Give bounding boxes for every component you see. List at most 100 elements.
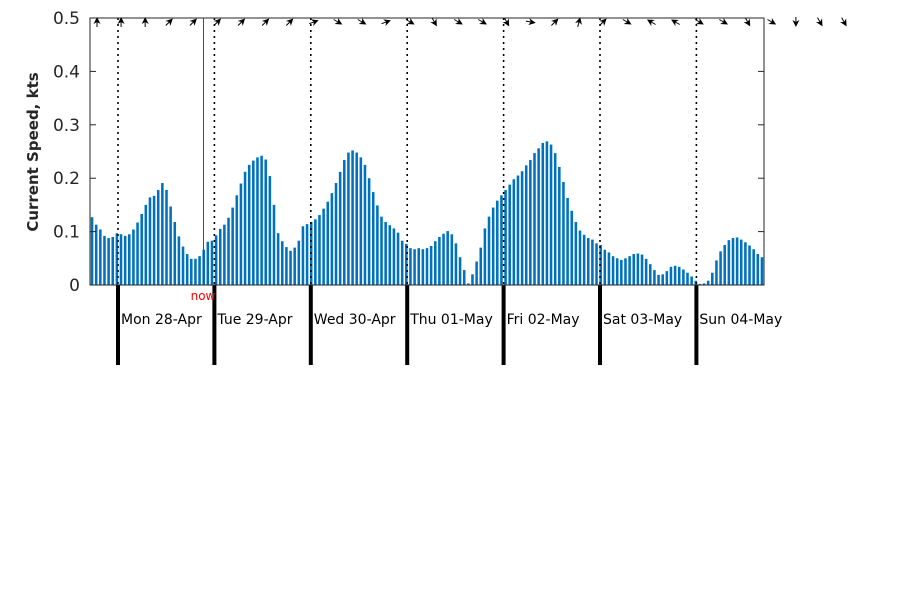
- day-label: Sat 03-May: [603, 312, 682, 328]
- direction-arrow-head: [93, 17, 101, 24]
- speed-bar: [553, 153, 557, 285]
- speed-bar: [289, 250, 292, 285]
- speed-bar: [570, 210, 573, 285]
- speed-bar: [351, 150, 354, 285]
- direction-arrow-head: [575, 17, 582, 25]
- direction-arrow-head: [455, 17, 463, 25]
- speed-bar: [280, 241, 284, 285]
- speed-bar: [500, 195, 503, 285]
- speed-bar: [235, 195, 239, 285]
- speed-bar: [653, 270, 656, 285]
- speed-bar: [190, 258, 193, 285]
- speed-bar: [94, 224, 98, 285]
- speed-bar: [148, 197, 152, 285]
- direction-arrow: [792, 17, 800, 27]
- speed-bar: [425, 248, 429, 285]
- speed-bar: [454, 243, 458, 285]
- direction-arrow: [743, 17, 751, 27]
- y-tick-label: 0.3: [53, 116, 80, 136]
- speed-bar: [111, 236, 115, 285]
- speed-bar: [380, 216, 383, 285]
- speed-bar: [644, 258, 648, 285]
- direction-arrow: [93, 17, 101, 27]
- speed-bar: [715, 260, 718, 285]
- direction-arrow-head: [141, 17, 149, 24]
- speed-bar: [388, 225, 392, 285]
- direction-arrow: [405, 17, 415, 25]
- speed-bar: [359, 157, 363, 285]
- speed-bar: [227, 217, 230, 285]
- direction-arrow: [719, 17, 728, 25]
- speed-bar: [462, 270, 466, 285]
- speed-bar: [322, 208, 325, 285]
- speed-bar: [433, 241, 437, 285]
- speed-bar: [529, 160, 532, 285]
- speed-bar: [677, 266, 681, 285]
- speed-bar: [524, 165, 528, 285]
- speed-bar: [268, 176, 272, 285]
- direction-arrow-head: [430, 18, 437, 27]
- speed-bar: [752, 249, 755, 285]
- direction-arrow-head: [768, 17, 777, 25]
- speed-bar: [682, 269, 685, 285]
- speed-bar: [620, 259, 623, 285]
- direction-arrow-head: [479, 17, 487, 25]
- day-label: Thu 01-May: [409, 312, 493, 328]
- speed-bar: [371, 192, 375, 285]
- speed-bar: [136, 222, 139, 285]
- speed-bar: [615, 258, 619, 285]
- speed-bar: [115, 233, 119, 285]
- day-labels: Mon 28-Apr Tue 29-Apr Wed 30-Apr Thu 01-May…: [121, 312, 782, 328]
- direction-arrow-head: [358, 17, 367, 25]
- speed-bar: [706, 280, 710, 285]
- speed-bar: [475, 261, 478, 285]
- day-label: Tue 29-Apr: [216, 312, 292, 328]
- direction-arrow: [502, 17, 510, 27]
- direction-arrow: [622, 17, 632, 25]
- speed-bar: [99, 229, 102, 285]
- speed-bar: [496, 200, 499, 285]
- speed-bar: [504, 189, 507, 285]
- speed-bar: [103, 235, 106, 285]
- speed-bar: [657, 274, 660, 285]
- direction-arrow: [357, 17, 367, 25]
- speed-bar: [442, 233, 445, 285]
- speed-bar: [607, 252, 611, 285]
- speed-bar: [586, 238, 590, 285]
- speed-bar: [384, 221, 387, 285]
- speed-bar: [297, 240, 301, 285]
- speed-bar: [421, 249, 425, 285]
- speed-bar: [516, 175, 520, 285]
- speed-bar: [185, 254, 189, 285]
- speed-bar: [409, 248, 412, 285]
- direction-arrow-head: [383, 19, 391, 26]
- direction-arrow-head: [623, 17, 632, 25]
- speed-bar: [458, 257, 462, 285]
- speed-bar: [181, 246, 185, 285]
- speed-bar: [256, 157, 259, 285]
- direction-arrow-head: [743, 18, 751, 27]
- y-tick-label: 0: [69, 276, 80, 296]
- direction-arrow: [815, 17, 823, 27]
- speed-bar: [173, 221, 177, 285]
- speed-bar: [673, 265, 677, 285]
- speed-bar: [611, 256, 615, 285]
- direction-arrow-head: [671, 19, 679, 27]
- speed-bar: [107, 238, 110, 285]
- direction-arrow-head: [406, 17, 415, 25]
- speed-bar: [355, 152, 358, 285]
- speed-bar: [545, 141, 549, 285]
- speed-bar: [711, 272, 714, 285]
- direction-arrow: [430, 17, 437, 27]
- day-label: Fri 02-May: [507, 312, 580, 328]
- speed-bar: [632, 254, 636, 285]
- speed-bar: [533, 153, 536, 285]
- y-axis: 0 0.1 0.2 0.3 0.4 0.5: [53, 9, 764, 296]
- speed-bar: [231, 207, 234, 285]
- speed-bar: [247, 164, 251, 285]
- direction-arrow: [333, 17, 343, 25]
- now-marker: now: [191, 18, 216, 303]
- speed-bar: [636, 253, 640, 285]
- direction-arrow-head: [502, 18, 510, 27]
- speed-bar: [177, 236, 181, 285]
